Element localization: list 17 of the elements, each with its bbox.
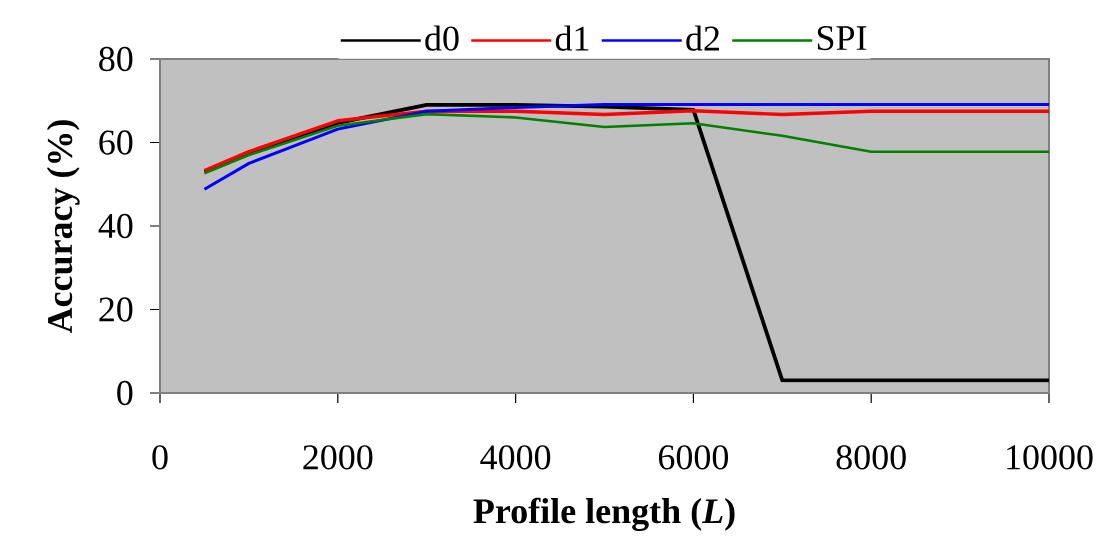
- y-tick-label: 0: [117, 380, 133, 406]
- y-tick-label: 40: [98, 213, 133, 239]
- legend-label: d2: [686, 25, 719, 51]
- x-tick-label: 0: [152, 445, 168, 470]
- x-tick-label: 6000: [658, 445, 729, 470]
- text: Profile length (L): [473, 497, 735, 531]
- x-tick-label: 4000: [480, 445, 551, 470]
- legend-label: d0: [425, 25, 459, 51]
- y-tick-label: 80: [99, 46, 133, 72]
- y-tick-label: 60: [99, 130, 133, 155]
- y-tick-label: 20: [99, 297, 133, 322]
- y-axis-title: Accuracy (%): [46, 120, 80, 334]
- x-tick-label: 10000: [1007, 445, 1093, 470]
- x-tick-label: 2000: [303, 445, 373, 470]
- legend-label: SPI: [817, 25, 867, 51]
- legend-label: d1: [555, 25, 589, 51]
- x-tick-label: 8000: [836, 445, 906, 470]
